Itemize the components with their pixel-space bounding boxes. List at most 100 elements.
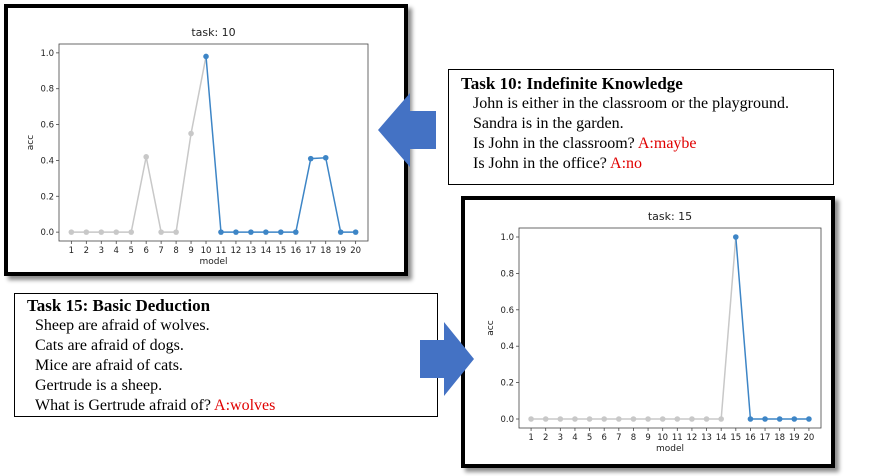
chart-task15: task: 150.00.20.40.60.81.01 2 3 4 5 6 7 8 9 10 11 1… <box>486 210 822 454</box>
x-tick-label: 4 <box>572 433 577 443</box>
task15-line: Sheep are afraid of wolves. <box>35 316 427 336</box>
x-tick-label: 9 <box>188 246 193 256</box>
y-tick-label: 0.0 <box>40 228 54 238</box>
task10-answer: A:maybe <box>637 135 697 152</box>
task15-line: Cats are afraid of dogs. <box>35 336 427 356</box>
task10-line-text: Sandra is in the garden. <box>473 115 624 132</box>
task15-line-text: Sheep are afraid of wolves. <box>35 317 210 334</box>
data-point <box>158 229 164 235</box>
data-point <box>747 416 754 422</box>
x-tick-label: 19 <box>789 433 800 443</box>
x-tick-label: 7 <box>158 246 163 256</box>
task10-line: Is John in the classroom? A:maybe <box>473 134 823 154</box>
x-tick-label: 2 <box>84 246 89 256</box>
x-tick-label: 9 <box>645 433 650 443</box>
data-point <box>542 416 549 422</box>
x-tick-label: 17 <box>305 246 316 256</box>
x-tick-label: 17 <box>760 433 771 443</box>
x-tick-label: 12 <box>231 246 242 256</box>
task15-line: What is Gertrude afraid of? A:wolves <box>35 396 427 416</box>
data-point <box>733 234 739 240</box>
data-point <box>762 416 768 422</box>
data-point <box>233 229 239 235</box>
task10-line: Sandra is in the garden. <box>473 114 823 134</box>
task10-lines: John is either in the classroom or the p… <box>461 94 823 174</box>
x-tick-label: 16 <box>745 433 756 443</box>
x-tick-label: 1 <box>528 433 533 443</box>
data-point <box>143 154 149 160</box>
x-tick-label: 4 <box>114 246 119 256</box>
task10-line: John is either in the classroom or the p… <box>473 94 823 114</box>
x-tick-label: 20 <box>804 433 815 443</box>
task15-line: Gertrude is a sheep. <box>35 376 427 396</box>
task15-line-text: Cats are afraid of dogs. <box>35 337 184 354</box>
x-tick-label: 2 <box>543 433 548 443</box>
x-tick-label: 12 <box>687 433 698 443</box>
data-point <box>674 416 681 422</box>
x-tick-label: 7 <box>616 433 621 443</box>
task10-line-text: Is John in the classroom? <box>473 135 635 152</box>
series-line-muted <box>531 236 737 420</box>
data-point <box>557 416 564 422</box>
x-tick-label: 18 <box>774 433 785 443</box>
series-line-accent <box>735 236 809 420</box>
chart-title: task: 10 <box>191 26 235 39</box>
right-arrow-icon <box>420 322 474 396</box>
y-tick-label: 1.0 <box>40 49 54 59</box>
data-point <box>586 416 593 422</box>
data-point <box>616 416 622 422</box>
y-tick-label: 0.8 <box>40 85 54 95</box>
y-tick-label: 0.4 <box>40 156 54 166</box>
plot-area <box>518 227 822 429</box>
data-point <box>173 229 179 235</box>
task15-line-text: Gertrude is a sheep. <box>35 377 163 394</box>
data-point <box>718 416 724 422</box>
task15-lines: Sheep are afraid of wolves. Cats are afra… <box>27 316 427 416</box>
x-tick-label: 8 <box>173 246 178 256</box>
data-point <box>83 229 90 235</box>
x-axis-label: model <box>656 444 684 454</box>
x-tick-label: 20 <box>350 246 361 256</box>
data-point <box>98 229 105 235</box>
y-tick-label: 0.4 <box>500 342 514 352</box>
data-point <box>188 130 194 137</box>
data-point <box>128 229 135 235</box>
x-tick-label: 11 <box>216 246 227 256</box>
x-tick-label: 1 <box>69 246 74 256</box>
data-point <box>352 229 359 235</box>
x-tick-label: 13 <box>701 433 712 443</box>
data-point <box>292 229 299 235</box>
data-point <box>263 229 269 235</box>
data-point <box>337 229 344 235</box>
data-point <box>528 416 534 422</box>
x-tick-label: 19 <box>335 246 346 256</box>
x-tick-label: 10 <box>657 433 668 443</box>
series-line-muted <box>71 56 207 233</box>
y-tick-label: 1.0 <box>500 233 514 243</box>
x-tick-label: 6 <box>143 246 148 256</box>
x-tick-label: 8 <box>631 433 636 443</box>
x-tick-label: 3 <box>558 433 563 443</box>
data-point <box>689 416 695 422</box>
data-point <box>113 229 120 235</box>
y-tick-label: 0.2 <box>500 379 514 389</box>
x-tick-label: 13 <box>245 246 256 256</box>
data-point <box>307 155 314 162</box>
x-tick-label: 18 <box>320 246 331 256</box>
y-tick-label: 0.8 <box>500 269 514 279</box>
data-point <box>645 416 651 422</box>
chart-task10: task: 100.00.20.40.60.81.01 2 3 4 5 6 7 8 9 10 11 1… <box>26 26 369 267</box>
task10-line-text: Is John in the office? <box>473 155 607 172</box>
task15-line-text: What is Gertrude afraid of? <box>35 397 211 414</box>
task15-answer: A:wolves <box>214 397 276 414</box>
data-point <box>806 416 812 422</box>
series-line-accent <box>205 56 356 233</box>
data-point <box>68 229 75 235</box>
data-point <box>601 416 607 422</box>
x-tick-label: 10 <box>201 246 212 256</box>
data-point <box>218 229 224 235</box>
task10-heading: Task 10: Indefinite Knowledge <box>461 74 683 93</box>
y-axis-label: acc <box>486 320 496 335</box>
data-point <box>659 416 666 422</box>
x-tick-label: 3 <box>99 246 104 256</box>
